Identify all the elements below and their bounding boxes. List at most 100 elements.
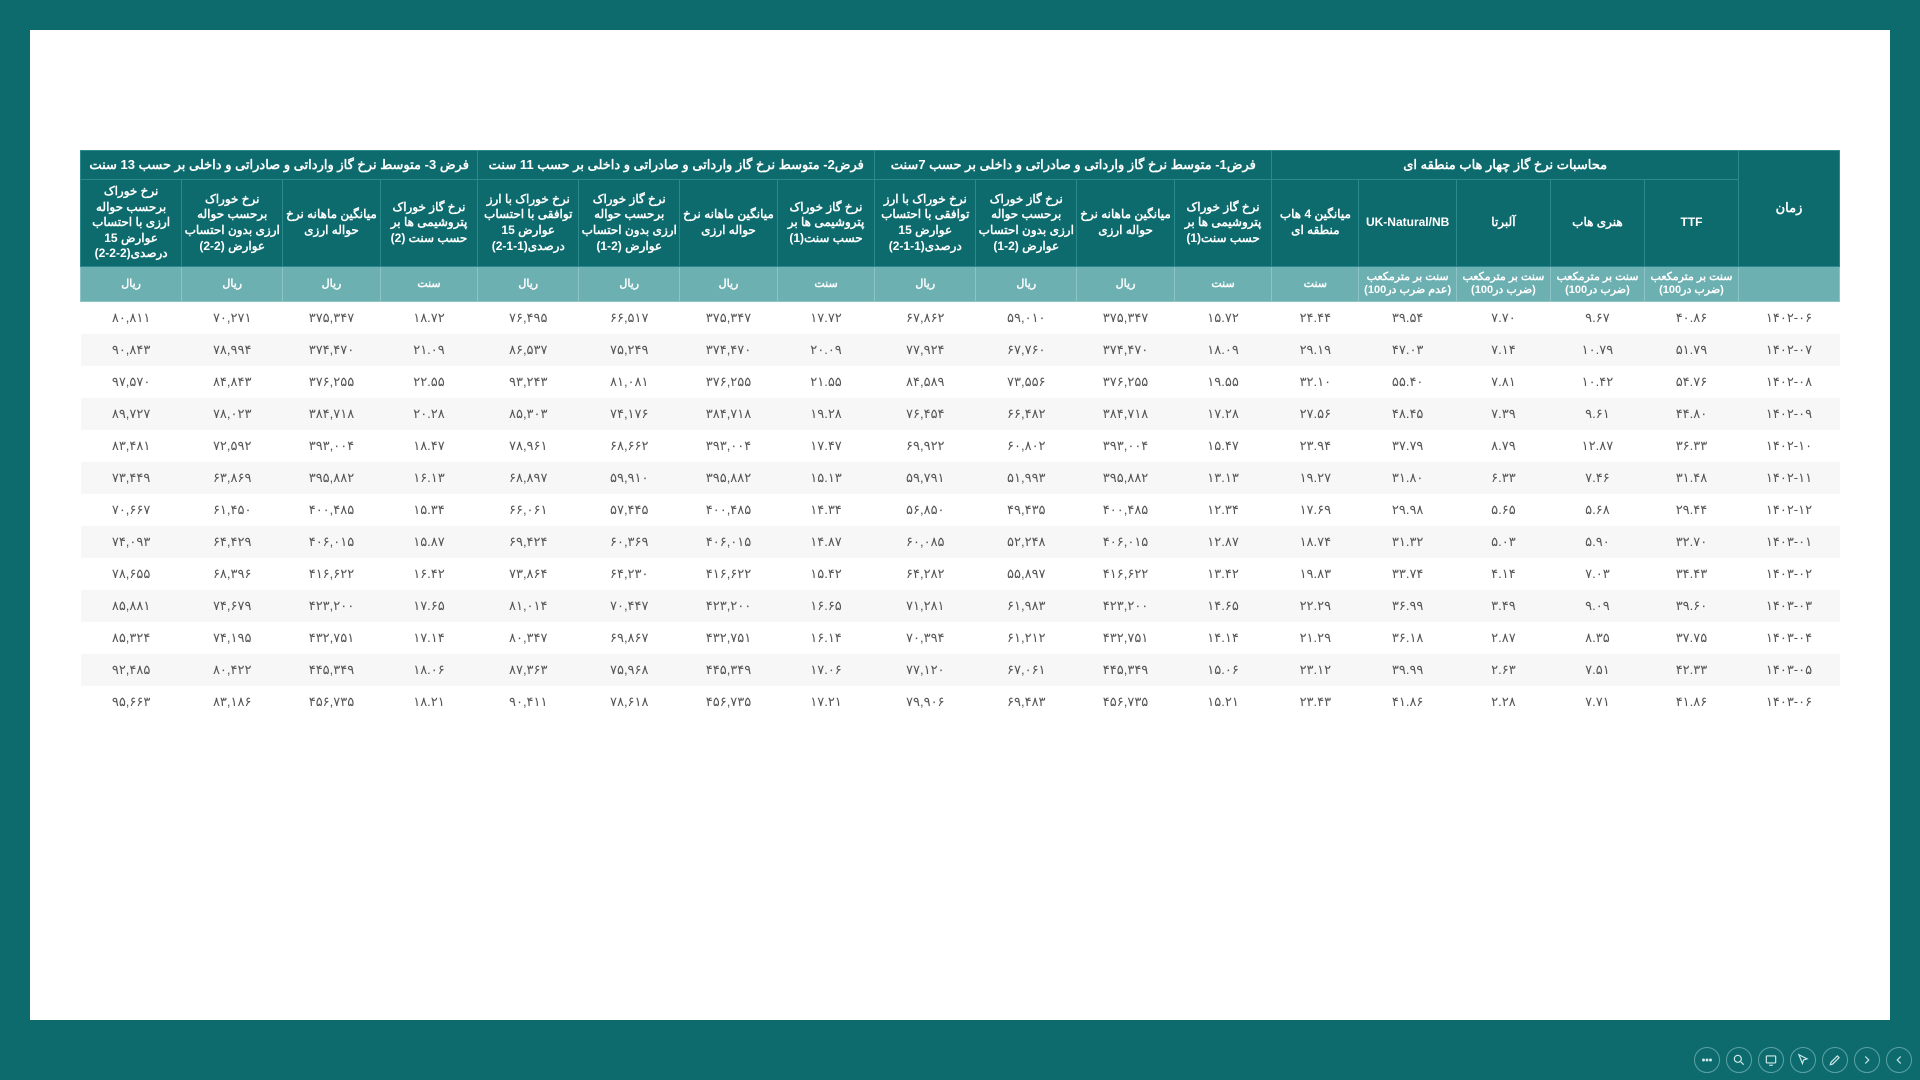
value-cell: ۴۱.۸۶ — [1359, 686, 1457, 718]
value-cell: ۵۷,۴۴۵ — [579, 494, 680, 526]
value-cell: ۳۷۴,۴۷۰ — [680, 334, 778, 366]
more-button[interactable] — [1694, 1047, 1720, 1073]
value-cell: ۳۴.۴۳ — [1644, 558, 1738, 590]
value-cell: ۱۹.۲۸ — [777, 398, 875, 430]
column-subheader: نرخ گاز خوراک پتروشیمی ها بر حسب سنت(1) — [1174, 180, 1272, 267]
column-subheader: نرخ گاز خوراک برحسب حواله ارزی بدون احتس… — [579, 180, 680, 267]
value-cell: ۶۰,۰۸۵ — [875, 526, 976, 558]
value-cell: ۱۷.۲۸ — [1174, 398, 1272, 430]
value-cell: ۳۷۶,۲۵۵ — [283, 366, 381, 398]
value-cell: ۳۷.۷۵ — [1644, 622, 1738, 654]
value-cell: ۷۸,۹۶۱ — [478, 430, 579, 462]
value-cell: ۹۲,۴۸۵ — [81, 654, 182, 686]
group-header: محاسبات نرخ گاز چهار هاب منطقه ای — [1272, 151, 1739, 180]
value-cell: ۴۵۶,۷۳۵ — [1077, 686, 1175, 718]
value-cell: ۷.۱۴ — [1456, 334, 1550, 366]
value-cell: ۵.۶۸ — [1550, 494, 1644, 526]
value-cell: ۹۳,۲۴۳ — [478, 366, 579, 398]
value-cell: ۴۰۰,۴۸۵ — [283, 494, 381, 526]
value-cell: ۷۱,۲۸۱ — [875, 590, 976, 622]
column-subheader: نرخ گاز خوراک پتروشیمی ها بر حسب سنت (2) — [380, 180, 478, 267]
value-cell: ۸۰,۳۴۷ — [478, 622, 579, 654]
value-cell: ۲۹.۴۴ — [1644, 494, 1738, 526]
value-cell: ۱۶.۶۵ — [777, 590, 875, 622]
value-cell: ۴۰۶,۰۱۵ — [1077, 526, 1175, 558]
value-cell: ۵۱.۷۹ — [1644, 334, 1738, 366]
value-cell: ۷.۵۱ — [1550, 654, 1644, 686]
value-cell: ۲۳.۱۲ — [1272, 654, 1359, 686]
value-cell: ۷۰,۶۶۷ — [81, 494, 182, 526]
value-cell: ۲.۶۳ — [1456, 654, 1550, 686]
value-cell: ۳۶.۹۹ — [1359, 590, 1457, 622]
value-cell: ۳۹۵,۸۸۲ — [680, 462, 778, 494]
value-cell: ۱۸.۷۲ — [380, 302, 478, 335]
value-cell: ۵۴.۷۶ — [1644, 366, 1738, 398]
value-cell: ۵۹,۷۹۱ — [875, 462, 976, 494]
value-cell: ۳۹.۶۰ — [1644, 590, 1738, 622]
value-cell: ۵.۹۰ — [1550, 526, 1644, 558]
value-cell: ۲۴.۴۴ — [1272, 302, 1359, 335]
pen-button[interactable] — [1822, 1047, 1848, 1073]
prev-slide-button[interactable] — [1886, 1047, 1912, 1073]
table-row: ۱۴۰۲-۰۹۴۴.۸۰۹.۶۱۷.۳۹۴۸.۴۵۲۷.۵۶۱۷.۲۸۳۸۴,۷… — [81, 398, 1840, 430]
column-subheader: آلبرتا — [1456, 180, 1550, 267]
column-subheader: نرخ گاز خوراک برحسب حواله ارزی بدون احتس… — [976, 180, 1077, 267]
value-cell: ۹۵,۶۶۳ — [81, 686, 182, 718]
slide-page: زمانمحاسبات نرخ گاز چهار هاب منطقه ایفرض… — [30, 30, 1890, 1020]
value-cell: ۷۰,۴۴۷ — [579, 590, 680, 622]
value-cell: ۱۵.۱۳ — [777, 462, 875, 494]
value-cell: ۶۰,۸۰۲ — [976, 430, 1077, 462]
value-cell: ۱۷.۲۱ — [777, 686, 875, 718]
value-cell: ۷۲,۵۹۲ — [182, 430, 283, 462]
value-cell: ۶۸,۳۹۶ — [182, 558, 283, 590]
value-cell: ۶۷,۰۶۱ — [976, 654, 1077, 686]
value-cell: ۹۰,۸۴۳ — [81, 334, 182, 366]
value-cell: ۸۴,۵۸۹ — [875, 366, 976, 398]
value-cell: ۳۷۵,۳۴۷ — [283, 302, 381, 335]
value-cell: ۴۲۳,۲۰۰ — [680, 590, 778, 622]
value-cell: ۴۲۳,۲۰۰ — [283, 590, 381, 622]
value-cell: ۲۰.۰۹ — [777, 334, 875, 366]
value-cell: ۲۱.۲۹ — [1272, 622, 1359, 654]
value-cell: ۳۹.۵۴ — [1359, 302, 1457, 335]
value-cell: ۹۷,۵۷۰ — [81, 366, 182, 398]
value-cell: ۸۰,۴۲۲ — [182, 654, 283, 686]
value-cell: ۱۸.۷۴ — [1272, 526, 1359, 558]
value-cell: ۱۴.۱۴ — [1174, 622, 1272, 654]
value-cell: ۴۴.۸۰ — [1644, 398, 1738, 430]
column-unit: سنت — [1174, 266, 1272, 301]
next-slide-button[interactable] — [1854, 1047, 1880, 1073]
group-header: فرض2- متوسط نرخ گاز وارداتی و صادراتی و … — [478, 151, 875, 180]
value-cell: ۸۴,۸۴۳ — [182, 366, 283, 398]
column-unit: ریال — [1077, 266, 1175, 301]
value-cell: ۷.۸۱ — [1456, 366, 1550, 398]
value-cell: ۴۲.۳۳ — [1644, 654, 1738, 686]
value-cell: ۱۵.۴۲ — [777, 558, 875, 590]
value-cell: ۶۹,۴۸۳ — [976, 686, 1077, 718]
value-cell: ۷۰,۲۷۱ — [182, 302, 283, 335]
slide-view-button[interactable] — [1758, 1047, 1784, 1073]
value-cell: ۴۲۳,۲۰۰ — [1077, 590, 1175, 622]
table-row: ۱۴۰۲-۱۲۲۹.۴۴۵.۶۸۵.۶۵۲۹.۹۸۱۷.۶۹۱۲.۳۴۴۰۰,۴… — [81, 494, 1840, 526]
column-unit: ریال — [182, 266, 283, 301]
column-subheader: نرخ خوراک برحسب حواله ارزی با احتساب عوا… — [81, 180, 182, 267]
value-cell: ۵۵,۸۹۷ — [976, 558, 1077, 590]
pointer-button[interactable] — [1790, 1047, 1816, 1073]
zoom-button[interactable] — [1726, 1047, 1752, 1073]
value-cell: ۳۱.۸۰ — [1359, 462, 1457, 494]
column-unit: سنت — [777, 266, 875, 301]
table-row: ۱۴۰۲-۰۸۵۴.۷۶۱۰.۴۲۷.۸۱۵۵.۴۰۳۲.۱۰۱۹.۵۵۳۷۶,… — [81, 366, 1840, 398]
value-cell: ۸۳,۱۸۶ — [182, 686, 283, 718]
table-row: ۱۴۰۳-۰۵۴۲.۳۳۷.۵۱۲.۶۳۳۹.۹۹۲۳.۱۲۱۵.۰۶۴۴۵,۳… — [81, 654, 1840, 686]
value-cell: ۴۴۵,۳۴۹ — [680, 654, 778, 686]
gas-price-table-wrap: زمانمحاسبات نرخ گاز چهار هاب منطقه ایفرض… — [80, 150, 1840, 718]
value-cell: ۴۰۶,۰۱۵ — [680, 526, 778, 558]
value-cell: ۲۹.۱۹ — [1272, 334, 1359, 366]
value-cell: ۶۸,۶۶۲ — [579, 430, 680, 462]
value-cell: ۶۷,۷۶۰ — [976, 334, 1077, 366]
value-cell: ۷۵,۹۶۸ — [579, 654, 680, 686]
value-cell: ۵۶,۸۵۰ — [875, 494, 976, 526]
column-unit: ریال — [976, 266, 1077, 301]
value-cell: ۵.۶۵ — [1456, 494, 1550, 526]
value-cell: ۳۶.۱۸ — [1359, 622, 1457, 654]
